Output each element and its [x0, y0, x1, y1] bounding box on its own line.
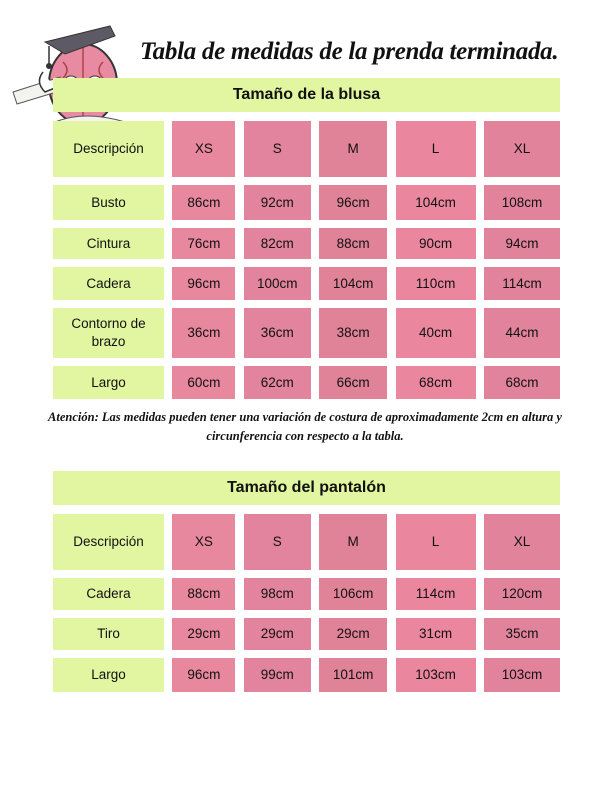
measurement-cell: 96cm [172, 267, 236, 300]
header-size: XS [172, 514, 236, 570]
measurement-cell: 40cm [395, 308, 476, 358]
row-label: Tiro [53, 618, 164, 650]
attention-note: Atención: Las medidas pueden tener una v… [48, 410, 562, 443]
measurement-cell: 36cm [243, 308, 311, 358]
measurement-cell: 108cm [483, 185, 560, 220]
measurement-cell: 114cm [483, 267, 560, 300]
measurement-cell: 62cm [243, 366, 311, 399]
measurement-cell: 114cm [395, 578, 476, 610]
measurement-cell: 76cm [172, 228, 236, 259]
measurement-cell: 86cm [172, 185, 236, 220]
header-description: Descripción [53, 121, 164, 177]
blusa-heading: Tamaño de la blusa [53, 78, 560, 112]
row-label: Cadera [53, 578, 164, 610]
measurement-cell: 103cm [395, 658, 476, 692]
header-size: XS [172, 121, 236, 177]
row-label: Largo [53, 658, 164, 692]
measurement-cell: 38cm [319, 308, 388, 358]
measurement-cell: 31cm [395, 618, 476, 650]
measurement-cell: 98cm [243, 578, 311, 610]
row-label: Cintura [53, 228, 164, 259]
measurement-cell: 35cm [483, 618, 560, 650]
header-description: Descripción [53, 514, 164, 570]
pantalon-heading: Tamaño del pantalón [53, 471, 560, 505]
measurement-cell: 88cm [172, 578, 236, 610]
header-size: S [243, 514, 311, 570]
header-size: S [243, 121, 311, 177]
page-title: Tabla de medidas de la prenda terminada. [140, 38, 559, 65]
measurement-cell: 120cm [483, 578, 560, 610]
header-size: M [319, 121, 388, 177]
measurement-cell: 104cm [319, 267, 388, 300]
measurement-cell: 68cm [395, 366, 476, 399]
measurement-cell: 92cm [243, 185, 311, 220]
measurement-cell: 101cm [319, 658, 388, 692]
measurement-cell: 29cm [172, 618, 236, 650]
measurement-cell: 44cm [483, 308, 560, 358]
measurement-cell: 104cm [395, 185, 476, 220]
row-label: Largo [53, 366, 164, 399]
measurement-cell: 94cm [483, 228, 560, 259]
measurement-cell: 103cm [483, 658, 560, 692]
measurement-cell: 29cm [319, 618, 388, 650]
measurement-cell: 66cm [319, 366, 388, 399]
header-size: XL [483, 121, 560, 177]
header-size: L [395, 514, 476, 570]
measurement-cell: 110cm [395, 267, 476, 300]
measurement-cell: 99cm [243, 658, 311, 692]
measurement-cell: 36cm [172, 308, 236, 358]
measurement-cell: 82cm [243, 228, 311, 259]
header-size: L [395, 121, 476, 177]
row-label: Busto [53, 185, 164, 220]
row-label: Cadera [53, 267, 164, 300]
measurement-cell: 96cm [172, 658, 236, 692]
blusa-size-table: Descripción XS S M L XL Busto 86cm 92cm 96cm 104cm… [53, 121, 560, 399]
measurement-cell: 100cm [243, 267, 311, 300]
measurement-cell: 106cm [319, 578, 388, 610]
measurement-cell: 88cm [319, 228, 388, 259]
measurement-cell: 29cm [243, 618, 311, 650]
measurement-cell: 60cm [172, 366, 236, 399]
row-label: Contorno de brazo [53, 308, 164, 358]
header-size: M [319, 514, 388, 570]
header-size: XL [483, 514, 560, 570]
measurement-cell: 68cm [483, 366, 560, 399]
measurement-cell: 90cm [395, 228, 476, 259]
measurement-cell: 96cm [319, 185, 388, 220]
pantalon-size-table: Descripción XS S M L XL Cadera 88cm 98cm 106cm 114… [53, 514, 560, 692]
